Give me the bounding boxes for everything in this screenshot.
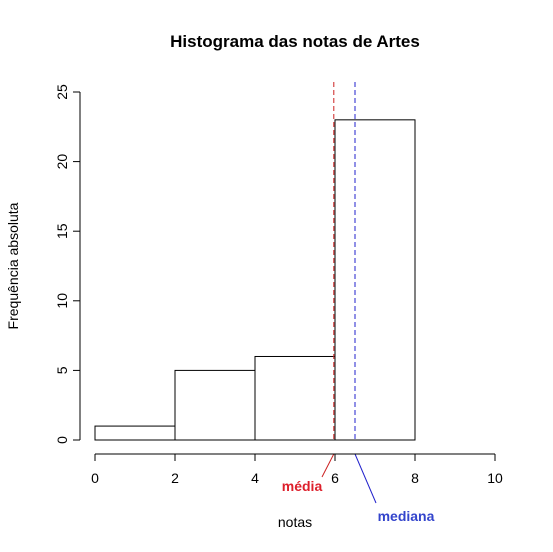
x-tick-label: 4	[251, 470, 259, 486]
x-tick-label: 8	[411, 470, 419, 486]
x-tick-label: 10	[487, 470, 503, 486]
y-tick-label: 25	[54, 84, 70, 100]
mediana-label: mediana	[378, 508, 435, 524]
histogram-bar-3	[334, 119, 416, 441]
y-axis-label: Frequência absoluta	[5, 202, 21, 329]
histogram-bar-2	[254, 355, 336, 441]
histogram-bar-0	[94, 425, 176, 441]
y-tick-label: 15	[54, 223, 70, 239]
bars-group	[94, 119, 416, 441]
x-tick-label: 6	[331, 470, 339, 486]
media-label: média	[282, 478, 323, 494]
mediana-pointer	[354, 453, 377, 504]
media-pointer	[321, 453, 335, 478]
y-axis: 0 5 10 15 20 25	[54, 84, 81, 444]
x-axis-label: notas	[278, 514, 312, 530]
y-tick-label: 0	[54, 436, 70, 444]
x-tick-label: 2	[171, 470, 179, 486]
y-tick-label: 10	[54, 293, 70, 309]
y-tick-label: 5	[54, 366, 70, 374]
y-tick-label: 20	[54, 154, 70, 170]
x-axis: 0 2 4 6 8 10	[91, 453, 503, 486]
reference-lines-group: média mediana	[282, 82, 435, 524]
x-tick-label: 0	[91, 470, 99, 486]
histogram-bar-1	[174, 369, 256, 441]
chart-title: Histograma das notas de Artes	[170, 32, 420, 51]
